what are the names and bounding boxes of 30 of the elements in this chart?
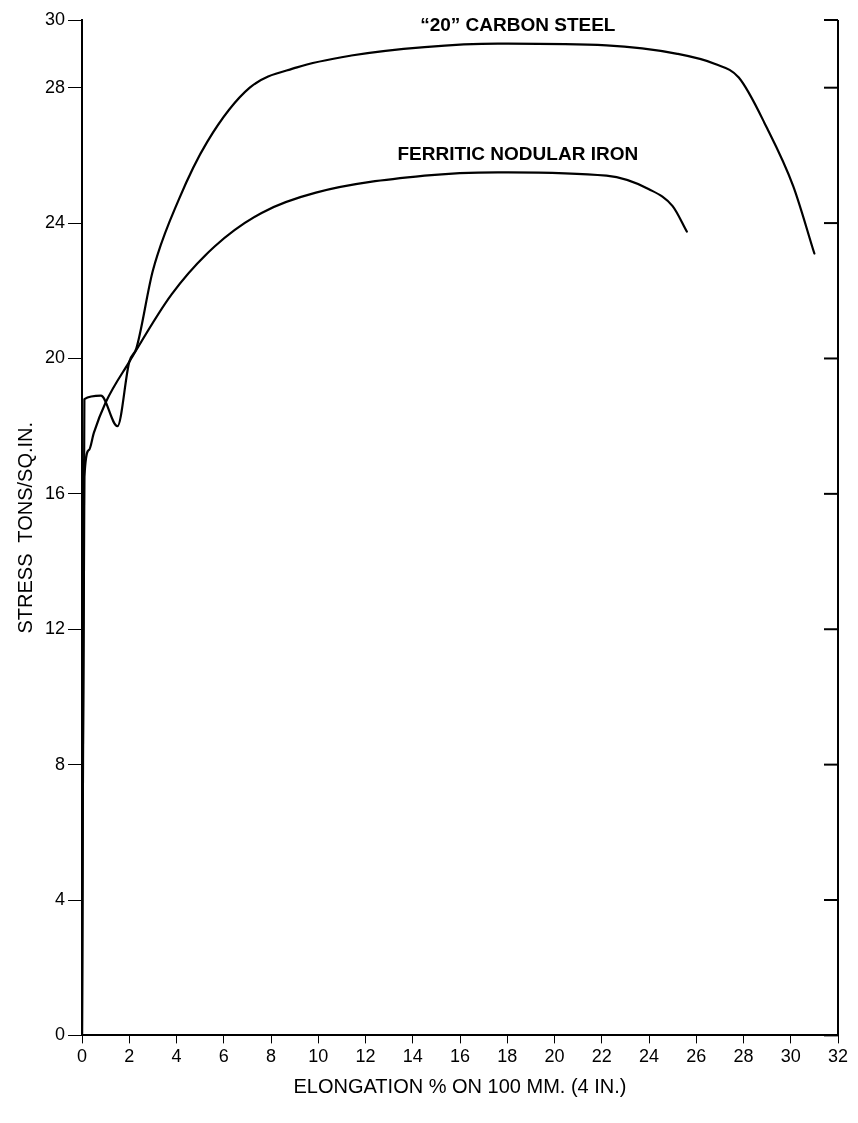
y-tick-label: 0 — [55, 1024, 66, 1045]
x-tick-label: 6 — [218, 1046, 229, 1067]
y-tick-label: 30 — [44, 8, 66, 29]
y-tick-label: 8 — [55, 753, 66, 774]
x-tick-label: 2 — [124, 1046, 135, 1067]
series-label: FERRITIC NODULAR IRON — [397, 143, 639, 165]
y-tick-label: 28 — [44, 76, 66, 97]
x-tick-label: 8 — [266, 1046, 277, 1067]
x-tick-label: 12 — [355, 1046, 376, 1067]
x-tick-label: 4 — [171, 1046, 182, 1067]
x-tick-label: 14 — [402, 1046, 423, 1067]
x-axis-title: ELONGATION % ON 100 MM. (4 IN.) — [293, 1074, 627, 1097]
series-label: “20” CARBON STEEL — [420, 14, 616, 36]
x-tick-label: 28 — [733, 1046, 754, 1067]
x-tick-label: 10 — [308, 1046, 329, 1067]
y-axis-title: STRESS TONS/SQ.IN. — [13, 421, 36, 634]
x-tick-label: 30 — [780, 1046, 801, 1067]
y-tick-label: 4 — [55, 888, 66, 909]
y-tick-label: 12 — [44, 618, 66, 639]
y-tick-label: 20 — [44, 347, 66, 368]
y-tick-label: 24 — [44, 212, 66, 233]
x-tick-label: 24 — [638, 1046, 660, 1067]
x-tick-label: 18 — [497, 1046, 518, 1067]
x-tick-label: 20 — [544, 1046, 565, 1067]
x-tick-label: 16 — [450, 1046, 471, 1067]
x-tick-label: 26 — [686, 1046, 707, 1067]
y-tick-label: 16 — [44, 482, 66, 503]
x-tick-label: 32 — [827, 1046, 849, 1067]
x-tick-label: 22 — [591, 1046, 612, 1067]
x-tick-label: 0 — [77, 1046, 88, 1067]
